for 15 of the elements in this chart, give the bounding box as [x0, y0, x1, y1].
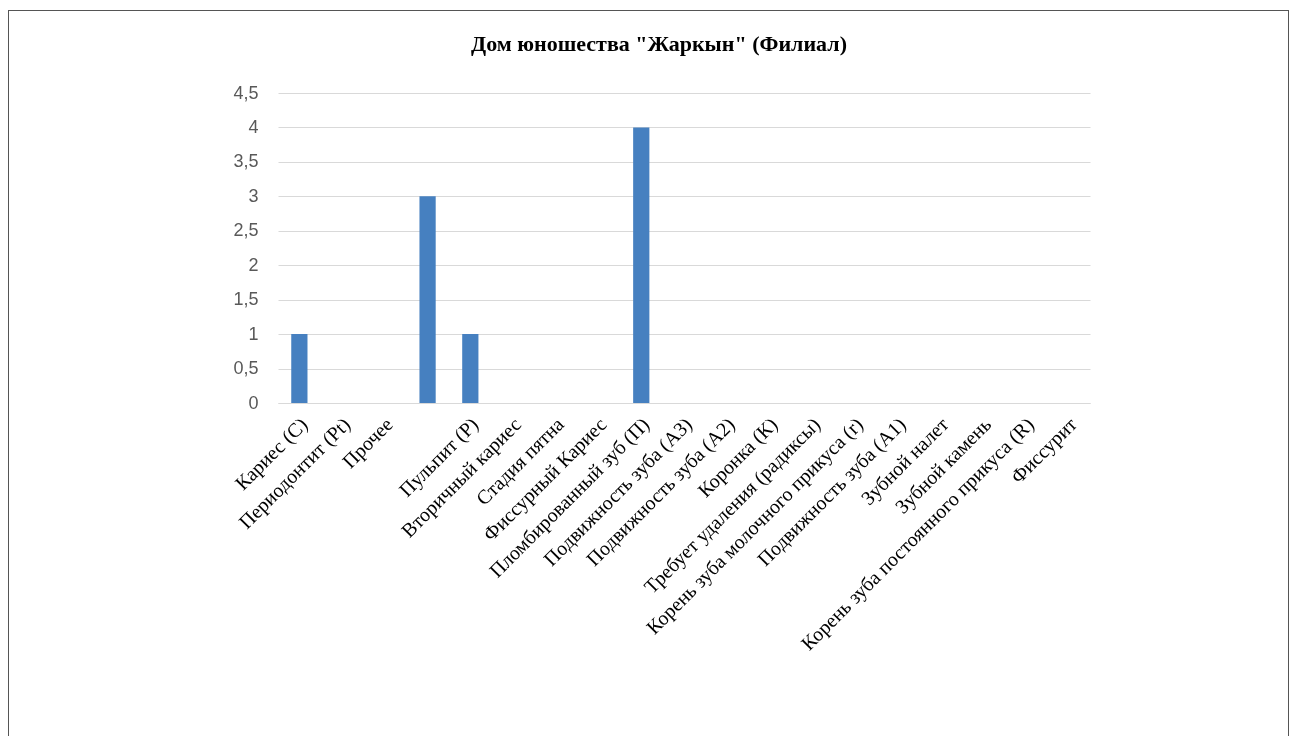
- chart-title: Дом юношества "Жаркын" (Филиал): [471, 31, 847, 56]
- bar: [291, 334, 308, 403]
- y-tick-label: 3,5: [233, 151, 259, 172]
- y-tick-label: 4: [248, 116, 259, 137]
- y-tick-label: 1: [248, 323, 259, 344]
- y-tick-label: 1,5: [233, 289, 259, 310]
- bar: [419, 196, 436, 403]
- y-tick-label: 3: [248, 185, 259, 206]
- y-tick-label: 2,5: [233, 220, 259, 241]
- y-tick-label: 2: [248, 254, 259, 275]
- y-tick-label: 0,5: [233, 358, 259, 379]
- y-tick-label: 4,5: [233, 82, 259, 103]
- bar: [462, 334, 479, 403]
- y-tick-label: 0: [248, 392, 259, 413]
- bar: [633, 127, 650, 403]
